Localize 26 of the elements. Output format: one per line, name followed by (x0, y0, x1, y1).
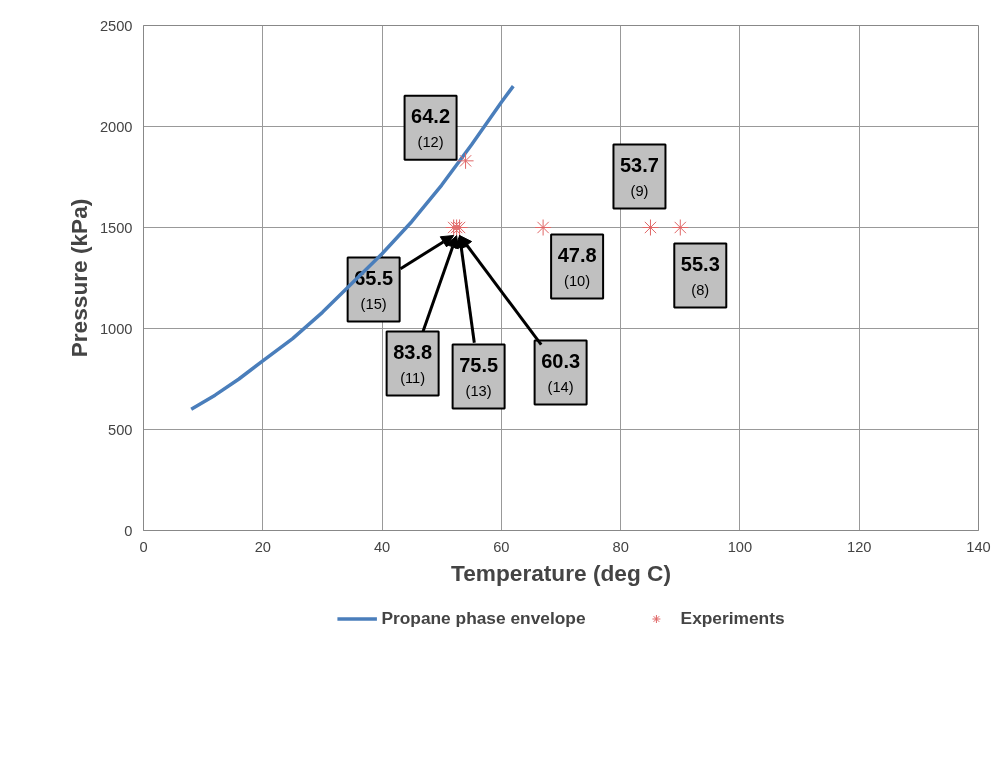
x-tick-label: 80 (612, 538, 629, 555)
annotation: 55.3 (8) (680, 252, 720, 298)
annotation: 60.3 (14) (541, 349, 581, 395)
annotation: 64.2 (12) (411, 104, 451, 150)
legend-label: Experiments (680, 607, 785, 629)
annotation: 53.7 (9) (620, 153, 659, 199)
y-tick-label: 0 (124, 522, 133, 539)
y-tick-label: 2500 (99, 17, 133, 34)
y-tick-label: 1500 (99, 219, 133, 236)
line-series (189, 84, 516, 412)
legend-label: Propane phase envelope (381, 607, 586, 629)
x-tick-label: 140 (966, 538, 991, 555)
x-tick-label: 120 (846, 538, 872, 555)
annotation: 83.8 (11) (393, 340, 433, 386)
annotation: 75.5 (13) (459, 353, 499, 399)
y-tick-label: 500 (108, 421, 133, 438)
x-tick-label: 20 (254, 538, 271, 555)
x-tick-label: 100 (727, 538, 753, 555)
x-tick-label: 40 (373, 538, 391, 555)
y-tick-label: 2000 (99, 118, 133, 135)
y-tick-label: 1000 (99, 320, 133, 337)
x-tick-label: 0 (139, 538, 148, 555)
x-tick-label: 60 (493, 538, 510, 555)
annotation: 47.8 (10) (557, 243, 597, 289)
x-axis-title: Temperature (deg C) (451, 559, 671, 586)
y-axis-title: Pressure (kPa) (65, 198, 92, 358)
